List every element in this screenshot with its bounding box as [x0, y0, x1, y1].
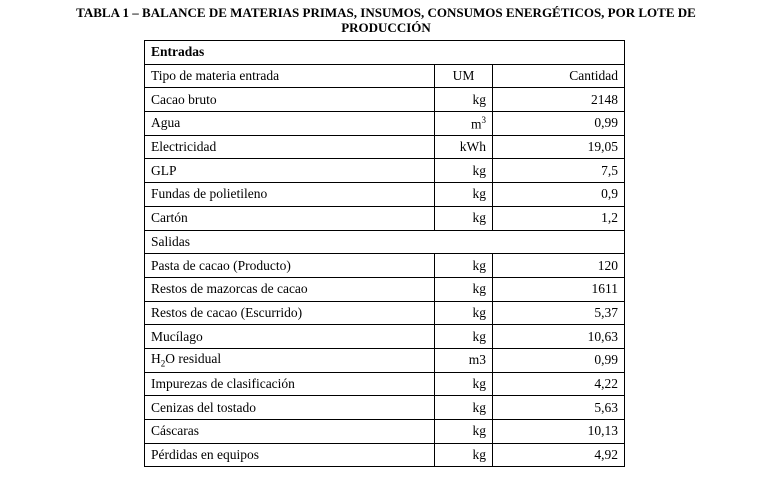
header-row: Tipo de materia entrada UM Cantidad	[144, 63, 625, 89]
table-row: Impurezas de clasificación kg 4,22	[144, 371, 625, 397]
table-row: Cacao bruto kg 2148	[144, 87, 625, 113]
row-um: kg	[434, 442, 493, 468]
table-row: Electricidad kWh 19,05	[144, 134, 625, 160]
table-title-line-1: TABLA 1 – BALANCE DE MATERIAS PRIMAS, IN…	[76, 5, 696, 20]
row-name: Restos de cacao (Escurrido)	[144, 300, 435, 326]
table-row: Cáscaras kg 10,13	[144, 419, 625, 444]
column-header-name: Tipo de materia entrada	[144, 63, 435, 89]
row-name: Pasta de cacao (Producto)	[144, 253, 435, 278]
row-qty: 5,63	[492, 395, 625, 420]
table-row: Pérdidas en equipos kg 4,92	[144, 442, 625, 468]
balance-table: Entradas Tipo de materia entrada UM Cant…	[144, 40, 625, 468]
row-name: Mucílago	[144, 324, 435, 349]
row-name: Cáscaras	[144, 419, 435, 444]
table-row: Pasta de cacao (Producto) kg 120	[144, 253, 625, 278]
row-name: Agua	[144, 111, 435, 136]
row-qty: 1611	[492, 276, 625, 302]
row-name: Cacao bruto	[144, 87, 435, 113]
table-row: Agua m3 0,99	[144, 111, 625, 136]
row-um: m3	[434, 347, 493, 373]
table-row: Cartón kg 1,2	[144, 205, 625, 231]
section-row-salidas: Salidas	[144, 229, 625, 255]
row-um: kg	[434, 324, 493, 349]
row-name: Pérdidas en equipos	[144, 442, 435, 468]
row-name: H2O residual	[144, 347, 435, 373]
row-qty: 2148	[492, 87, 625, 113]
row-um: kg	[434, 371, 493, 397]
row-qty: 0,9	[492, 182, 625, 207]
row-name: Electricidad	[144, 134, 435, 160]
column-header-um: UM	[434, 63, 493, 89]
row-qty: 4,22	[492, 371, 625, 397]
row-qty: 19,05	[492, 134, 625, 160]
row-name: Fundas de polietileno	[144, 182, 435, 207]
table-row: Cenizas del tostado kg 5,63	[144, 395, 625, 420]
row-um: kg	[434, 182, 493, 207]
row-um: m3	[434, 111, 493, 136]
table-row: Restos de mazorcas de cacao kg 1611	[144, 276, 625, 302]
row-um: kg	[434, 395, 493, 420]
section-row-entradas: Entradas	[144, 40, 625, 65]
row-qty: 7,5	[492, 158, 625, 184]
row-name: Restos de mazorcas de cacao	[144, 276, 435, 302]
row-um: kg	[434, 276, 493, 302]
row-name: GLP	[144, 158, 435, 184]
row-um: kg	[434, 87, 493, 113]
row-qty: 10,63	[492, 324, 625, 349]
row-name: Cenizas del tostado	[144, 395, 435, 420]
row-um-base: m	[470, 116, 482, 132]
row-name: Cartón	[144, 205, 435, 231]
row-qty: 10,13	[492, 419, 625, 444]
row-um: kg	[434, 300, 493, 326]
table-title-line-2: PRODUCCIÓN	[341, 20, 431, 35]
row-um: kg	[434, 419, 493, 444]
row-um: kg	[434, 253, 493, 278]
row-um: kg	[434, 205, 493, 231]
table-row: Mucílago kg 10,63	[144, 324, 625, 349]
column-header-qty: Cantidad	[492, 63, 625, 89]
row-name-subscript: 2	[160, 359, 166, 370]
table-row: Fundas de polietileno kg 0,9	[144, 182, 625, 207]
table-row: Restos de cacao (Escurrido) kg 5,37	[144, 300, 625, 326]
row-qty: 1,2	[492, 205, 625, 231]
row-qty: 0,99	[492, 347, 625, 373]
section-label-entradas: Entradas	[144, 40, 625, 65]
row-um-superscript: 3	[481, 114, 487, 125]
row-name-rest: O residual	[165, 351, 222, 367]
row-qty: 0,99	[492, 111, 625, 136]
row-name: Impurezas de clasificación	[144, 371, 435, 397]
row-qty: 4,92	[492, 442, 625, 468]
row-um: kg	[434, 158, 493, 184]
row-qty: 120	[492, 253, 625, 278]
row-um: kWh	[434, 134, 493, 160]
section-label-salidas: Salidas	[144, 229, 625, 255]
table-title: TABLA 1 – BALANCE DE MATERIAS PRIMAS, IN…	[18, 5, 754, 35]
row-name-h: H	[151, 351, 161, 367]
table-row: H2O residual m3 0,99	[144, 347, 625, 373]
table-row: GLP kg 7,5	[144, 158, 625, 184]
row-qty: 5,37	[492, 300, 625, 326]
